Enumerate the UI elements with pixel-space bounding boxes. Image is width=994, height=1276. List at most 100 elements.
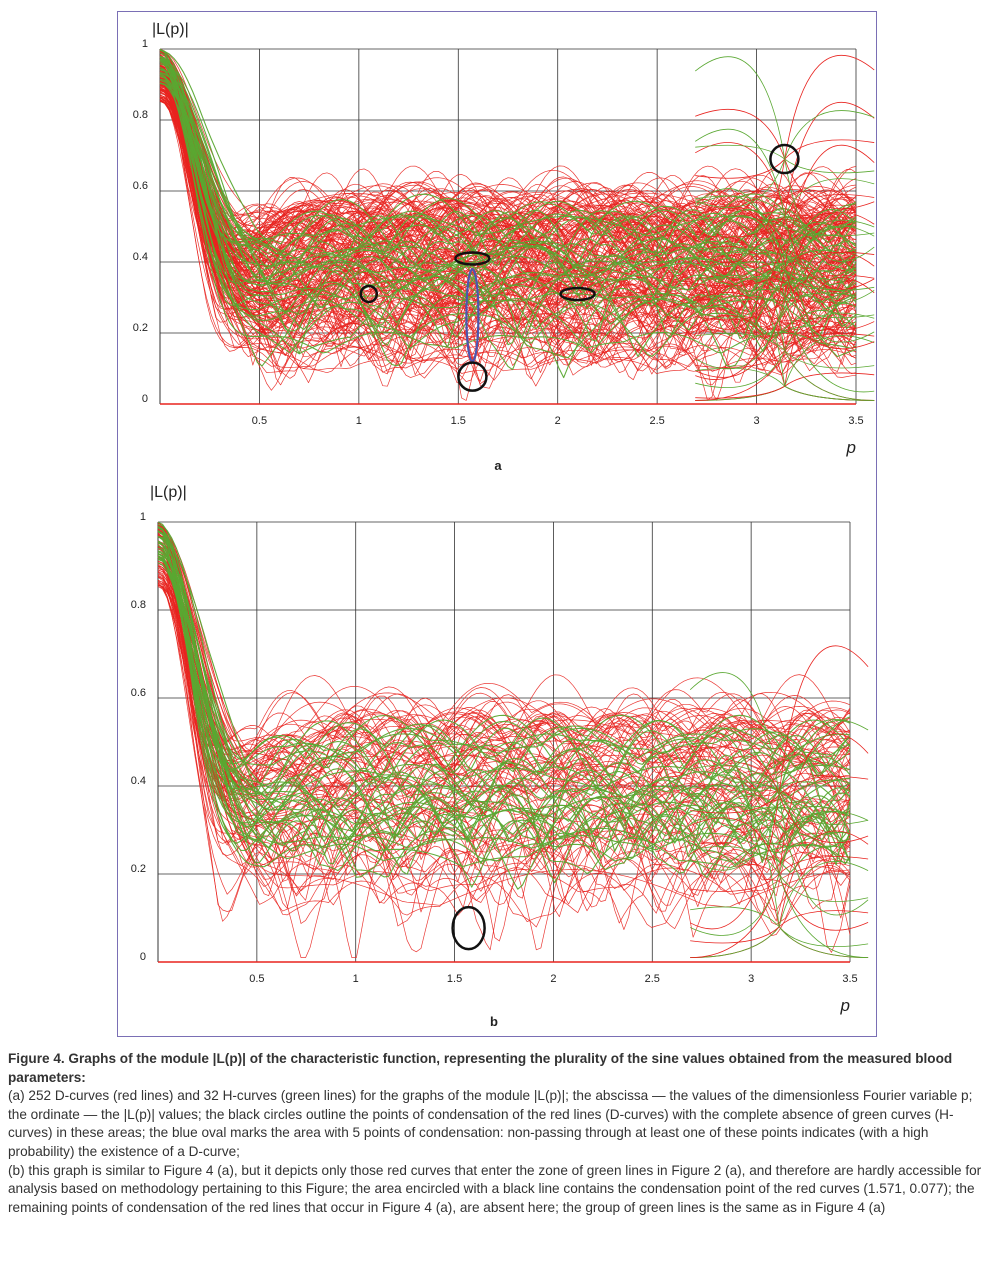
y-tick-label: 0.6 <box>131 687 146 699</box>
blue-oval-marker <box>465 268 480 363</box>
d-curve <box>159 70 857 249</box>
y-tick-label: 0.6 <box>133 180 148 192</box>
d-curve <box>159 52 857 345</box>
x-tick-label: 3.5 <box>848 415 863 427</box>
d-curve <box>159 49 857 346</box>
d-curve <box>159 71 857 281</box>
h-curve <box>159 73 857 359</box>
x-tick-label: 3 <box>754 415 760 427</box>
x-tick-label: 2.5 <box>645 973 660 985</box>
figure-caption: Figure 4. Graphs of the module |L(p)| of… <box>8 1050 986 1217</box>
y-tick-label: 0.2 <box>133 322 148 334</box>
d-curve <box>157 586 851 760</box>
d-curve <box>157 556 851 875</box>
h-curve <box>159 82 857 270</box>
h-curve <box>159 73 857 287</box>
d-curve <box>157 585 851 752</box>
caption-part-a: (a) 252 D-curves (red lines) and 32 H-cu… <box>8 1088 973 1159</box>
lens-pattern <box>689 645 869 958</box>
x-tick-label: 3 <box>748 973 754 985</box>
d-curve <box>157 526 851 788</box>
h-curve <box>159 56 857 246</box>
y-tick-label: 1 <box>142 38 148 50</box>
d-curve <box>157 522 851 827</box>
condensation-marker <box>454 251 491 266</box>
condensation-marker <box>451 905 486 951</box>
h-curve <box>157 544 851 849</box>
y-tick-label: 0.2 <box>131 863 146 875</box>
h-curve <box>159 82 857 246</box>
d-curve <box>159 73 857 258</box>
d-curve <box>159 81 857 299</box>
h-curve <box>157 558 851 860</box>
d-curve <box>157 574 851 792</box>
h-curve <box>159 59 857 308</box>
d-curve <box>157 525 851 811</box>
d-curve <box>157 580 851 799</box>
x-axis-label: p <box>840 996 850 1015</box>
lens-arc <box>694 188 875 393</box>
h-curve <box>157 523 851 843</box>
d-curve <box>157 547 851 908</box>
curves <box>157 521 851 958</box>
h-curve <box>157 526 851 890</box>
h-curve <box>159 78 857 284</box>
d-curve <box>157 563 851 763</box>
d-curve <box>157 525 851 765</box>
figure-svg: 0.5 1 1.5 2 2.5 3 3.5 0 0.2 0.4 0.6 0.8 1 |L(p)| p a 0.… <box>131 21 875 1029</box>
lens-arc <box>689 774 869 958</box>
d-curve <box>159 60 857 372</box>
y-tick-label: 0.4 <box>131 775 146 787</box>
d-curve <box>159 65 857 243</box>
d-curve <box>159 70 857 253</box>
caption-title: Figure 4. Graphs of the module |L(p)| of… <box>8 1051 953 1085</box>
d-curve <box>157 576 851 789</box>
x-tick-label: 2.5 <box>649 415 664 427</box>
caption-part-b: (b) this graph is similar to Figure 4 (a… <box>8 1162 982 1215</box>
d-curve <box>157 555 851 804</box>
chart-panel-b: 0.5 1 1.5 2 2.5 3 3.5 0 0.2 0.4 0.6 0.8 1 |L(p)| p b <box>131 484 869 1029</box>
panel-label: b <box>490 1014 498 1029</box>
x-tick-label: 1.5 <box>447 973 462 985</box>
h-curve <box>159 56 857 291</box>
d-curve <box>159 86 857 320</box>
lens-arc <box>694 242 875 401</box>
d-curve <box>157 584 851 919</box>
d-curve <box>159 96 857 245</box>
h-curve <box>159 48 857 354</box>
d-curve <box>159 75 857 229</box>
h-curve <box>157 535 851 832</box>
curves <box>159 48 857 401</box>
h-curve <box>159 55 857 255</box>
x-tick-label: 1.5 <box>451 415 466 427</box>
d-curve <box>157 555 851 858</box>
h-curve <box>157 551 851 766</box>
d-curve <box>159 51 857 270</box>
d-curve <box>157 571 851 802</box>
y-tick-label: 0 <box>142 393 148 405</box>
d-curve <box>157 534 851 867</box>
h-curve <box>157 562 851 789</box>
lens-arc <box>689 672 869 916</box>
d-curve <box>157 573 851 777</box>
h-curve <box>157 530 851 866</box>
condensation-marker <box>359 284 379 304</box>
lens-arc <box>689 783 869 958</box>
lens-arc <box>690 733 869 958</box>
d-curve <box>157 569 851 765</box>
y-axis-label: |L(p)| <box>152 21 189 38</box>
h-curve <box>159 58 857 309</box>
y-tick-label: 0.4 <box>133 251 148 263</box>
h-curve <box>159 59 857 282</box>
h-curve <box>157 556 851 772</box>
condensation-marker <box>769 143 800 175</box>
h-curve <box>159 59 857 371</box>
y-axis-label: |L(p)| <box>150 484 187 501</box>
y-tick-label: 0 <box>140 951 146 963</box>
lens-arc <box>694 56 875 262</box>
h-curve <box>159 66 857 355</box>
lens-pattern <box>694 54 875 401</box>
h-curve <box>157 526 851 797</box>
d-curve <box>159 89 857 373</box>
figure-frame <box>117 11 877 1037</box>
